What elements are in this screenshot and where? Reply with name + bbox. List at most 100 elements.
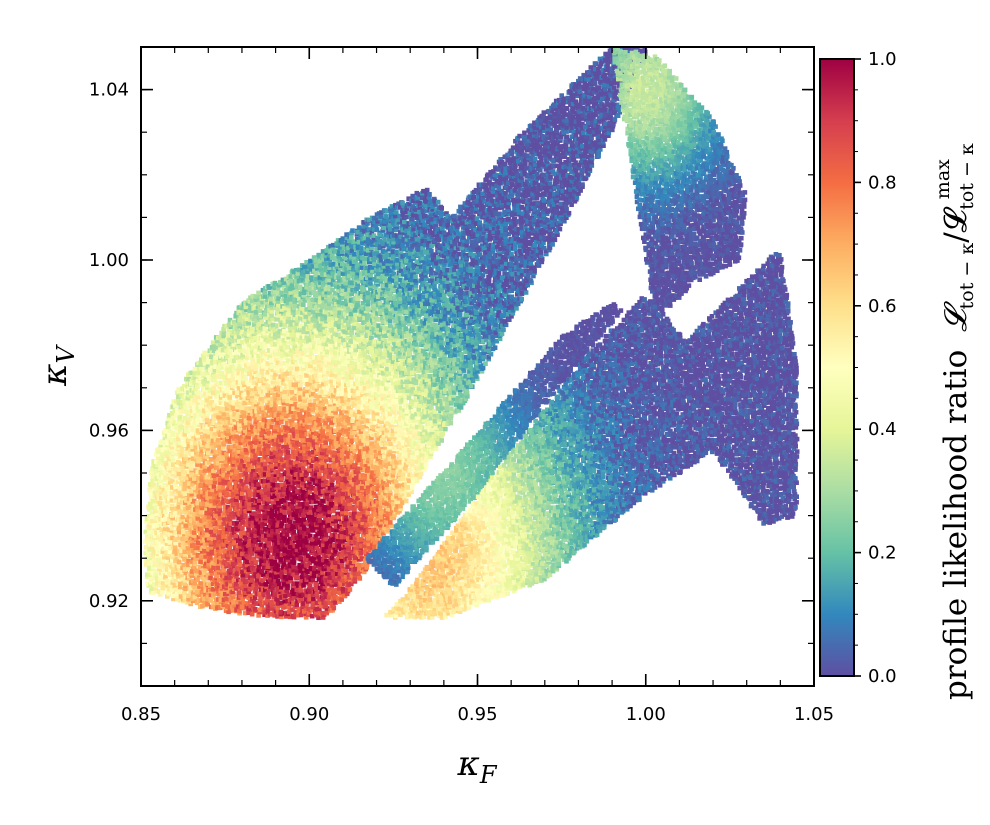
scatter-point	[206, 357, 211, 362]
scatter-point	[279, 361, 284, 366]
scatter-point	[235, 599, 240, 605]
scatter-point	[287, 614, 293, 620]
scatter-point	[202, 490, 208, 495]
scatter-point	[273, 357, 279, 363]
scatter-point	[298, 455, 303, 461]
scatter-point	[261, 405, 266, 411]
scatter-point	[177, 584, 183, 590]
scatter-point	[282, 574, 288, 580]
scatter-point	[176, 574, 181, 579]
scatter-point	[267, 408, 272, 413]
scatter-point	[299, 433, 304, 439]
scatter-point	[272, 450, 278, 455]
scatter-point	[307, 286, 313, 292]
scatter-point	[291, 530, 297, 535]
scatter-point	[239, 548, 244, 553]
scatter-point	[295, 593, 301, 598]
scatter-point	[183, 583, 188, 589]
scatter-point	[218, 597, 224, 603]
scatter-point	[270, 526, 275, 532]
scatter-point	[165, 567, 170, 572]
scatter-point	[309, 275, 314, 280]
scatter-point	[259, 302, 265, 307]
scatter-point	[245, 573, 250, 579]
scatter-point	[265, 597, 271, 603]
scatter-point	[252, 299, 258, 305]
scatter-point	[288, 297, 293, 302]
scatter-point	[244, 307, 249, 312]
scatter-point	[208, 508, 214, 513]
scatter-point	[210, 487, 215, 493]
scatter-point	[275, 289, 281, 295]
scatter-point	[243, 565, 249, 570]
scatter-point	[311, 427, 316, 432]
scatter-point	[179, 446, 185, 451]
scatter-point	[215, 373, 221, 379]
scatter-point	[285, 539, 291, 545]
scatter-point	[186, 376, 191, 382]
scatter-point	[213, 527, 218, 532]
scatter-point	[273, 424, 278, 430]
scatter-point	[305, 273, 311, 279]
scatter-point	[297, 388, 302, 394]
scatter-point	[295, 462, 300, 468]
scatter-point	[294, 355, 300, 360]
scatter-point	[317, 566, 322, 571]
scatter-point	[298, 518, 303, 523]
scatter-point	[243, 391, 248, 397]
scatter-point	[249, 329, 255, 334]
scatter-point	[170, 485, 175, 490]
scatter-point	[298, 568, 303, 574]
scatter-point	[218, 555, 224, 561]
scatter-point	[240, 526, 245, 531]
scatter-point	[218, 524, 224, 530]
scatter-point	[174, 491, 180, 497]
scatter-point	[160, 464, 166, 469]
scatter-point	[238, 472, 244, 478]
scatter-point	[297, 361, 303, 367]
scatter-point	[267, 468, 273, 473]
scatter-point	[167, 540, 173, 545]
scatter-point	[282, 517, 287, 522]
scatter-point	[289, 374, 295, 380]
scatter-point	[305, 505, 310, 510]
scatter-point	[186, 450, 191, 455]
scatter-point	[150, 505, 155, 510]
scatter-point	[231, 455, 237, 461]
scatter-point	[221, 463, 226, 468]
scatter-point	[260, 287, 266, 293]
scatter-point	[253, 457, 259, 463]
scatter-point	[230, 513, 236, 519]
scatter-point	[269, 340, 275, 345]
scatter-point	[241, 466, 247, 472]
scatter-point	[231, 459, 237, 464]
scatter-point	[197, 467, 202, 472]
scatter-point	[234, 402, 240, 407]
scatter-point	[156, 455, 161, 460]
scatter-point	[270, 332, 276, 337]
scatter-point	[291, 581, 297, 586]
scatter-point	[192, 533, 197, 538]
scatter-point	[281, 565, 286, 570]
scatter-point	[281, 280, 287, 285]
scatter-point	[308, 433, 314, 438]
scatter-point	[247, 444, 252, 449]
scatter-point	[199, 418, 204, 424]
scatter-point	[216, 529, 222, 535]
scatter-point	[299, 542, 304, 547]
scatter-point	[146, 504, 151, 510]
scatter-point	[257, 389, 263, 395]
scatter-point	[264, 308, 269, 313]
scatter-point	[308, 437, 314, 442]
scatter-point	[291, 329, 297, 335]
scatter-point	[242, 442, 247, 447]
scatter-point	[183, 387, 189, 392]
scatter-point	[189, 472, 194, 478]
scatter-point	[286, 347, 291, 353]
scatter-point	[253, 567, 259, 573]
scatter-point	[193, 524, 198, 529]
scatter-point	[310, 537, 316, 542]
scatter-point	[289, 554, 295, 559]
scatter-point	[232, 603, 237, 609]
scatter-point	[280, 387, 285, 392]
